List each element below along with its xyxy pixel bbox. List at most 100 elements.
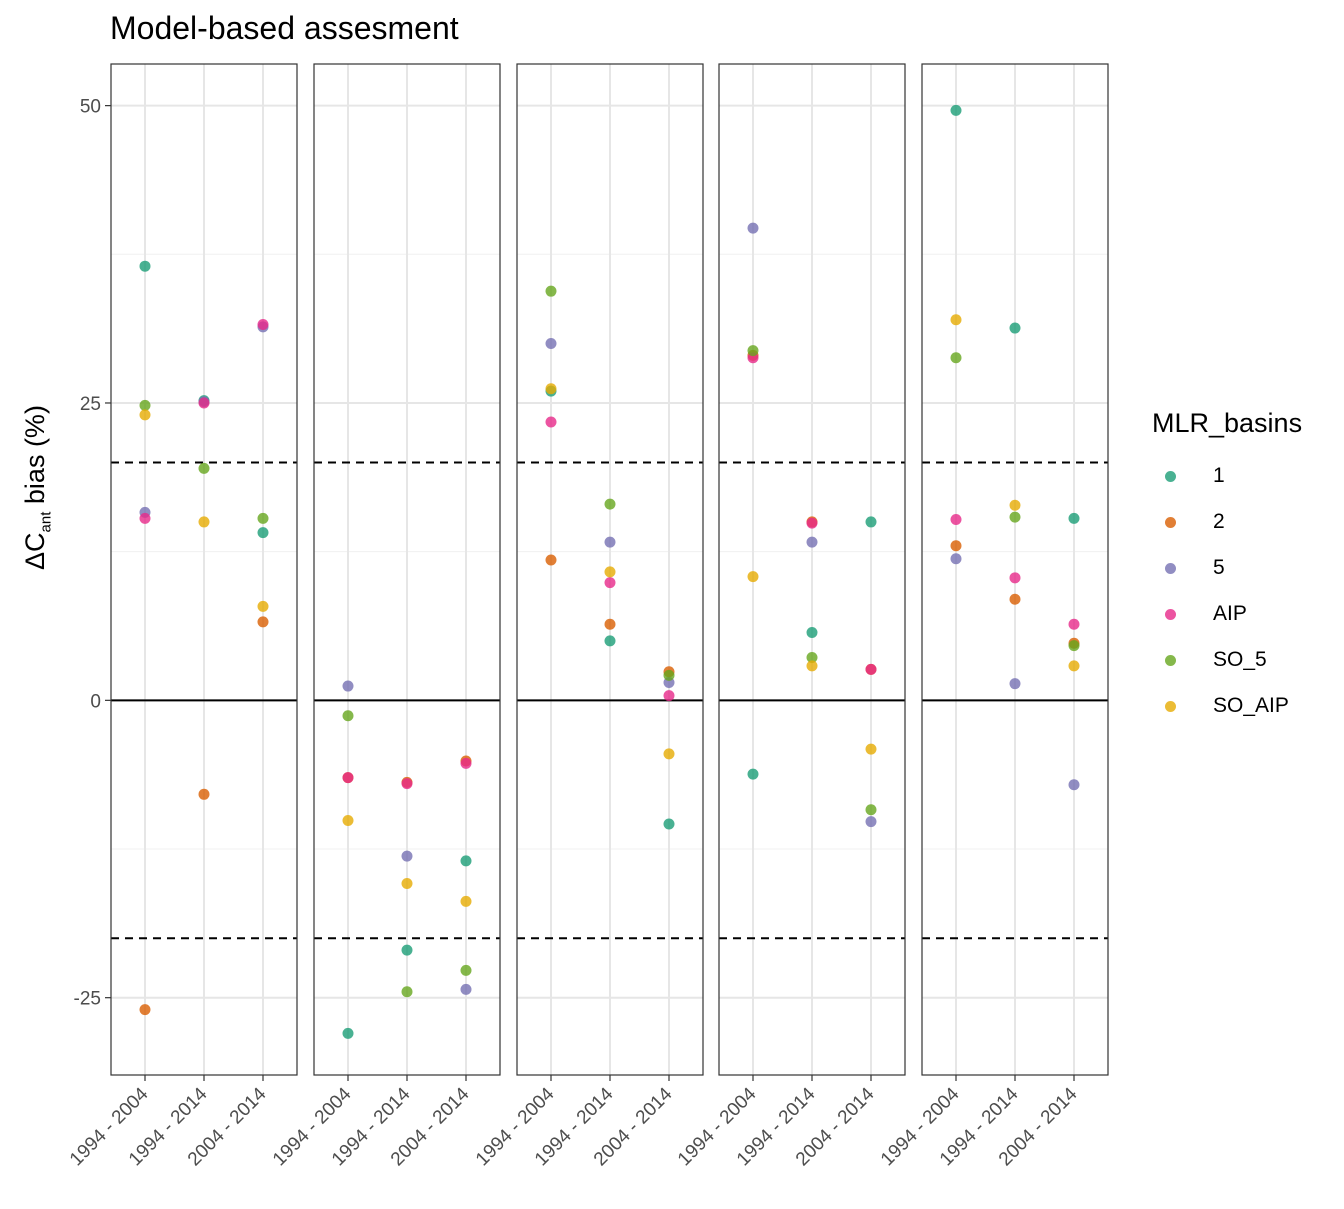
data-point bbox=[747, 345, 759, 357]
y-tick-label: 25 bbox=[80, 394, 101, 415]
data-point bbox=[1068, 640, 1080, 652]
data-point bbox=[865, 663, 877, 675]
data-point bbox=[139, 399, 151, 411]
data-point bbox=[342, 814, 354, 826]
legend-dot bbox=[1165, 516, 1176, 528]
data-point bbox=[950, 514, 962, 526]
data-point bbox=[401, 986, 413, 998]
data-point bbox=[401, 944, 413, 956]
data-point bbox=[1068, 779, 1080, 791]
y-tick-label: -25 bbox=[74, 989, 101, 1010]
legend-item-so-aip: SO_AIP bbox=[1165, 691, 1289, 721]
data-point bbox=[257, 527, 269, 539]
legend-item-1: 1 bbox=[1165, 461, 1225, 491]
data-point bbox=[545, 383, 557, 395]
data-point bbox=[460, 895, 472, 907]
data-point bbox=[806, 660, 818, 672]
data-point bbox=[342, 1027, 354, 1039]
data-point bbox=[1009, 322, 1021, 334]
legend-label: SO_AIP bbox=[1213, 694, 1289, 717]
data-point bbox=[1068, 618, 1080, 630]
data-point bbox=[198, 788, 210, 800]
data-point bbox=[1009, 678, 1021, 690]
data-point bbox=[663, 818, 675, 830]
data-point bbox=[342, 710, 354, 722]
data-point bbox=[257, 616, 269, 628]
legend-label: SO_5 bbox=[1213, 648, 1267, 671]
data-point bbox=[747, 222, 759, 234]
legend-dot bbox=[1165, 470, 1176, 482]
data-point bbox=[545, 554, 557, 566]
data-point bbox=[604, 635, 616, 647]
data-point bbox=[545, 416, 557, 428]
legend-item-5: 5 bbox=[1165, 553, 1225, 583]
legend-dot bbox=[1165, 608, 1176, 620]
data-point bbox=[257, 318, 269, 330]
chart-title: Model-based assesment bbox=[110, 10, 459, 46]
data-point bbox=[139, 1004, 151, 1016]
data-point bbox=[950, 314, 962, 326]
y-tick-label: 50 bbox=[80, 97, 101, 118]
legend-dot bbox=[1165, 654, 1176, 666]
data-point bbox=[950, 352, 962, 364]
data-point bbox=[663, 690, 675, 702]
data-point bbox=[1009, 511, 1021, 523]
data-point bbox=[342, 680, 354, 692]
data-point bbox=[198, 462, 210, 474]
legend-item-2: 2 bbox=[1165, 507, 1225, 537]
data-point bbox=[460, 983, 472, 995]
data-point bbox=[198, 516, 210, 528]
data-point bbox=[865, 516, 877, 528]
data-point bbox=[806, 627, 818, 639]
data-point bbox=[865, 804, 877, 816]
data-point bbox=[747, 571, 759, 583]
data-point bbox=[1009, 572, 1021, 584]
data-point bbox=[139, 409, 151, 421]
data-point bbox=[950, 540, 962, 552]
data-point bbox=[663, 669, 675, 681]
data-point bbox=[460, 964, 472, 976]
data-point bbox=[257, 600, 269, 612]
legend-label: 2 bbox=[1213, 510, 1225, 533]
legend-label: AIP bbox=[1213, 602, 1247, 625]
data-point bbox=[806, 536, 818, 548]
data-point bbox=[1009, 593, 1021, 605]
data-point bbox=[401, 878, 413, 890]
data-point bbox=[604, 577, 616, 589]
data-point bbox=[604, 498, 616, 510]
data-point bbox=[139, 512, 151, 524]
data-point bbox=[1009, 499, 1021, 511]
data-point bbox=[604, 536, 616, 548]
data-point bbox=[1068, 512, 1080, 524]
data-point bbox=[460, 757, 472, 769]
legend-item-so-5: SO_5 bbox=[1165, 645, 1267, 675]
data-point bbox=[545, 285, 557, 297]
data-point bbox=[401, 850, 413, 862]
data-point bbox=[139, 260, 151, 272]
data-point bbox=[460, 855, 472, 867]
legend-item-aip: AIP bbox=[1165, 599, 1247, 629]
data-point bbox=[950, 104, 962, 116]
data-point bbox=[604, 566, 616, 578]
legend-title: MLR_basins bbox=[1152, 408, 1303, 438]
data-point bbox=[865, 816, 877, 828]
legend-dot bbox=[1165, 562, 1176, 574]
data-point bbox=[545, 338, 557, 350]
data-point bbox=[342, 772, 354, 784]
data-point bbox=[806, 517, 818, 529]
y-tick-label: 0 bbox=[90, 691, 101, 712]
legend-label: 1 bbox=[1213, 464, 1225, 487]
data-point bbox=[257, 512, 269, 524]
legend-dot bbox=[1165, 700, 1176, 712]
data-point bbox=[198, 397, 210, 409]
data-point bbox=[663, 748, 675, 760]
data-point bbox=[950, 553, 962, 565]
data-point bbox=[1068, 660, 1080, 672]
data-point bbox=[401, 778, 413, 790]
data-point bbox=[865, 743, 877, 755]
data-point bbox=[747, 768, 759, 780]
